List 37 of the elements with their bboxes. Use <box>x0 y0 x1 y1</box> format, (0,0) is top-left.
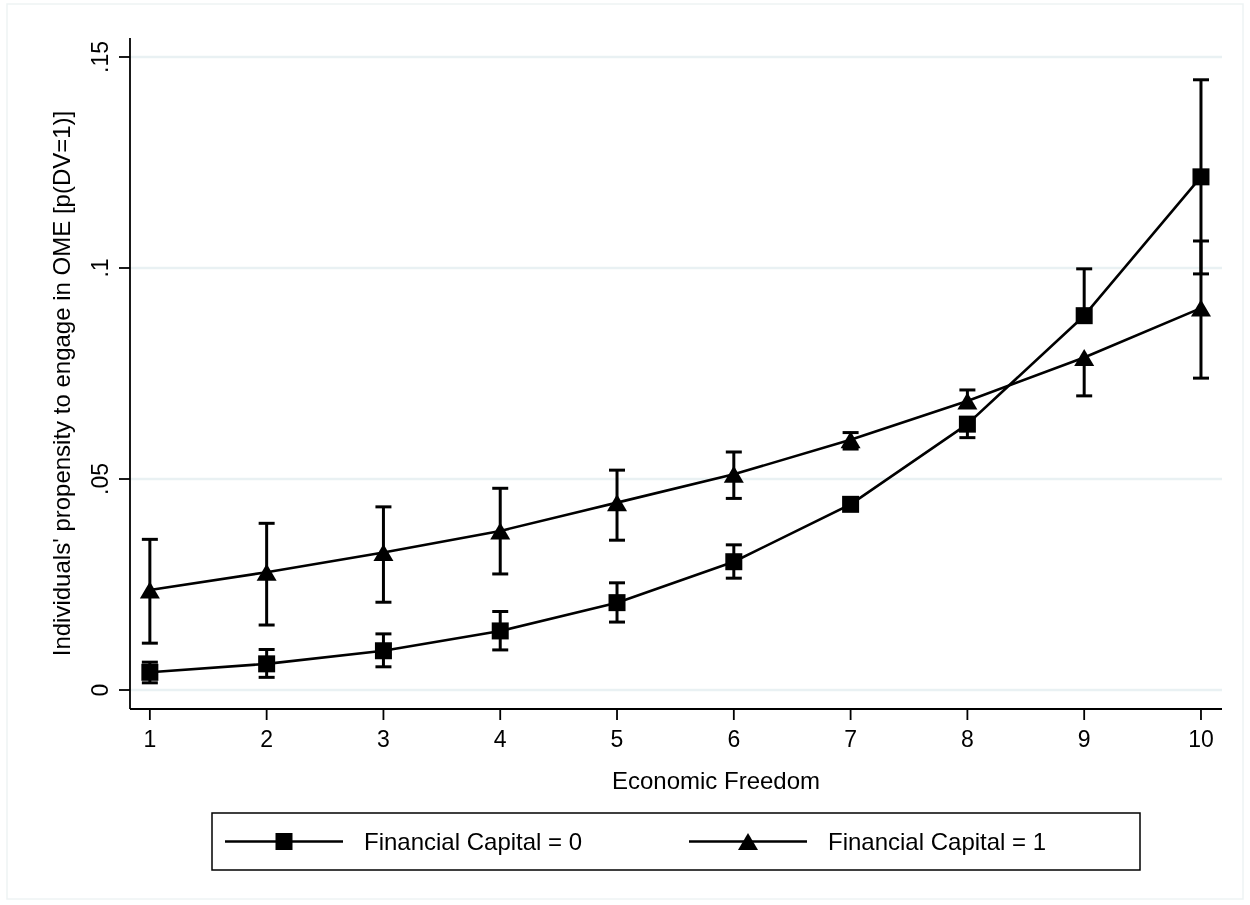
legend-label: Financial Capital = 0 <box>364 827 583 855</box>
point <box>491 622 509 640</box>
x-tick-label: 9 <box>1077 726 1091 752</box>
point <box>256 563 277 581</box>
point <box>141 663 159 681</box>
x-tick-label: 6 <box>727 726 741 752</box>
point <box>1190 299 1211 317</box>
x-tick-label: 10 <box>1188 726 1214 752</box>
y-tick-label: .1 <box>87 258 113 278</box>
x-axis-title: Economic Freedom <box>611 767 821 794</box>
x-tick-label: 5 <box>610 726 624 752</box>
legend-label: Financial Capital = 1 <box>828 827 1047 855</box>
point <box>139 581 160 599</box>
y-tick-label: 0 <box>87 683 113 697</box>
y-axis-title: Individuals' propensity to engage in OME [p(DV=1)] <box>48 110 75 657</box>
x-tick-label: 7 <box>844 726 857 752</box>
point <box>842 495 860 513</box>
x-tick-label: 2 <box>260 726 274 752</box>
point <box>1074 348 1095 366</box>
point <box>258 655 276 673</box>
point <box>607 494 628 512</box>
point <box>1192 168 1210 186</box>
point <box>725 553 743 571</box>
y-tick-label: .05 <box>87 463 113 495</box>
x-tick-label: 1 <box>143 726 157 752</box>
x-tick-label: 3 <box>377 726 390 752</box>
point <box>723 465 744 483</box>
x-tick-label: 4 <box>493 726 507 752</box>
point <box>1075 307 1093 325</box>
point <box>957 392 978 410</box>
point <box>608 594 626 612</box>
point <box>490 522 511 540</box>
point <box>958 415 976 433</box>
point <box>374 642 392 660</box>
y-tick-label: .15 <box>87 41 113 73</box>
x-tick-label: 8 <box>961 726 974 752</box>
point <box>373 543 394 561</box>
